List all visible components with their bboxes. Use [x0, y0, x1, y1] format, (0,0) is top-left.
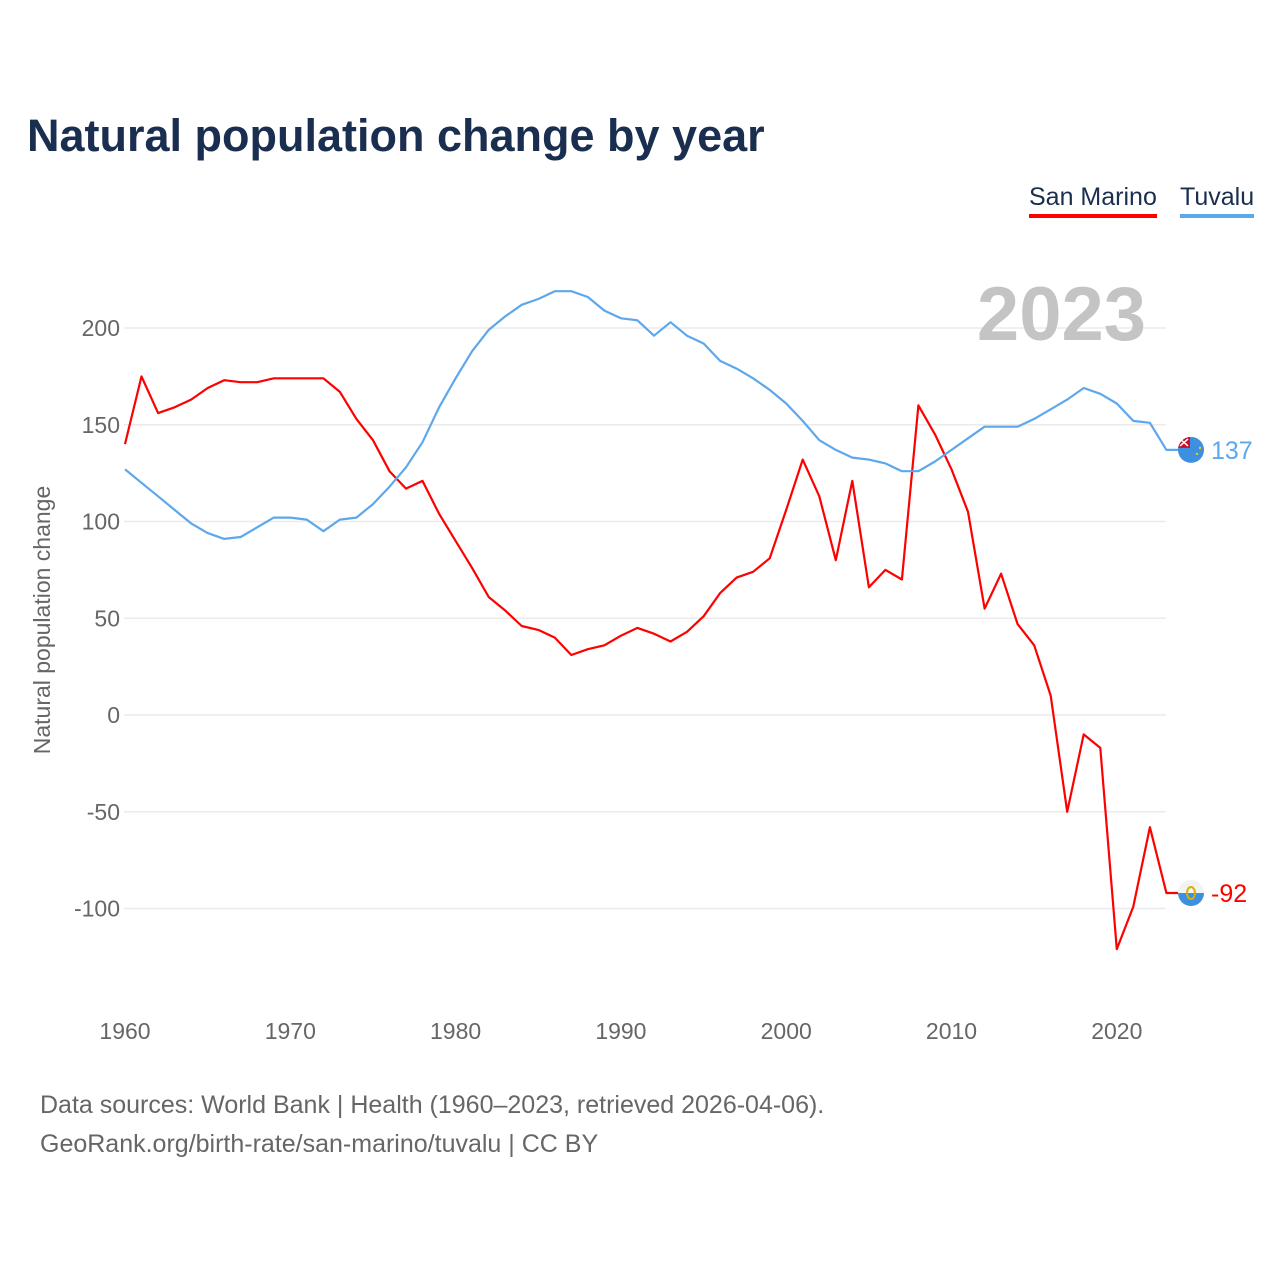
source-link[interactable]: GeoRank.org/birth-rate/san-marino/tuvalu…: [40, 1130, 599, 1158]
flag-star: [1195, 452, 1199, 456]
x-tick-label: 1960: [99, 1018, 150, 1044]
y-tick-label: 50: [94, 605, 120, 631]
chart-title: Natural population change by year: [27, 110, 765, 161]
tuvalu-flag-icon: [1178, 436, 1204, 463]
y-tick-label: 0: [107, 702, 120, 728]
x-tick-label: 2000: [761, 1018, 812, 1044]
end-value-label: -92: [1211, 880, 1247, 908]
legend-item-tuvalu[interactable]: Tuvalu: [1180, 183, 1255, 218]
y-tick-label: -50: [87, 799, 120, 825]
x-tick-label: 2010: [926, 1018, 977, 1044]
y-tick-label: 200: [82, 315, 120, 341]
series-line-san-marino: [123, 375, 1180, 951]
x-tick-label: 2020: [1091, 1018, 1142, 1044]
year-label: 2023: [977, 272, 1146, 357]
y-axis-label: Natural population change: [29, 486, 55, 755]
san-marino-flag-icon: [1178, 880, 1204, 907]
y-tick-label: 100: [82, 509, 120, 535]
flag-star: [1198, 446, 1202, 450]
data-source-text: Data sources: World Bank | Health (1960–…: [40, 1091, 825, 1119]
x-tick-label: 1980: [430, 1018, 481, 1044]
end-value-label: 137: [1211, 437, 1253, 465]
legend-item-san-marino[interactable]: San Marino: [1029, 183, 1157, 218]
flag-emblem: [1186, 886, 1196, 901]
footer: Data sources: World Bank | Health (1960–…: [40, 1086, 824, 1164]
y-tick-label: -100: [74, 896, 120, 922]
y-tick-label: 150: [82, 412, 120, 438]
series-line-tuvalu: [124, 290, 1180, 541]
x-tick-label: 1990: [595, 1018, 646, 1044]
flag-cross: [1179, 438, 1189, 447]
x-tick-label: 1970: [265, 1018, 316, 1044]
